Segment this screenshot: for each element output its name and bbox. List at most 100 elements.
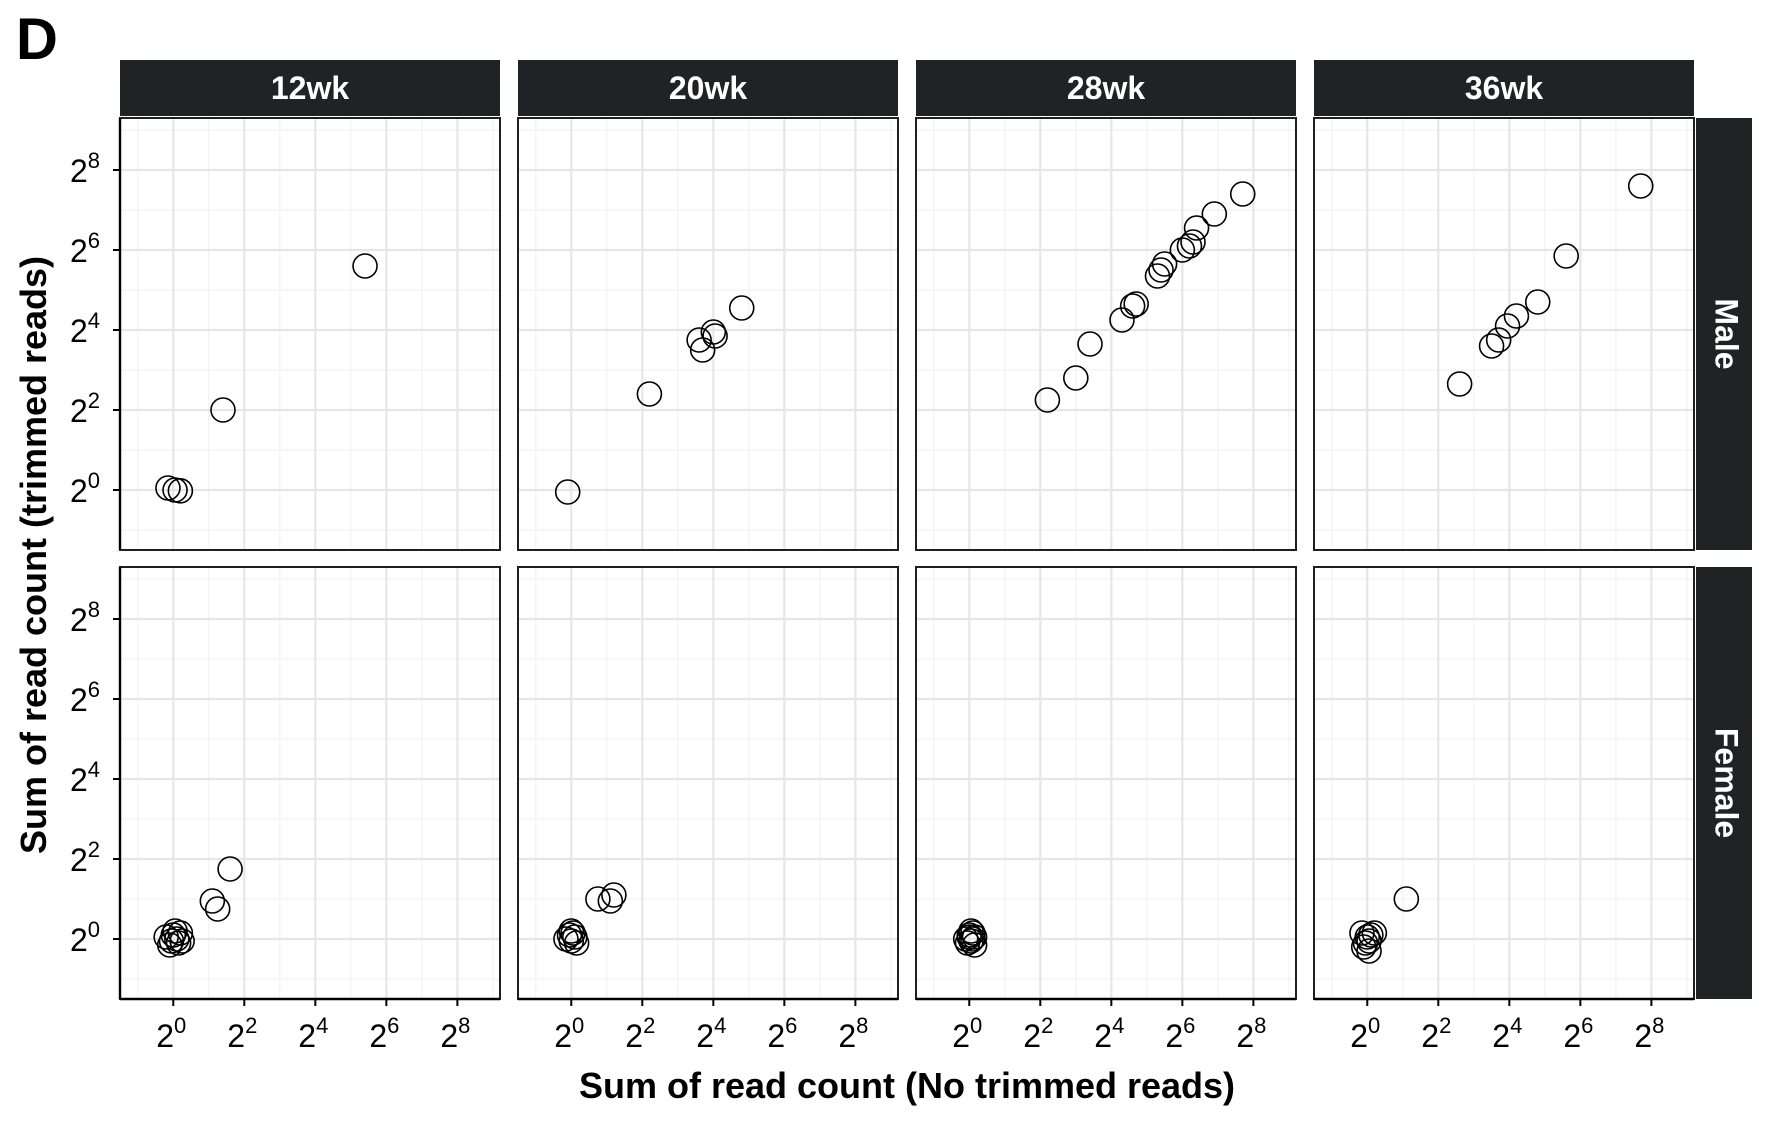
data-point bbox=[554, 479, 581, 505]
data-point bbox=[728, 295, 755, 321]
data-point bbox=[210, 397, 236, 423]
y-tick-label: 26 bbox=[70, 677, 100, 718]
x-tick-label: 28 bbox=[838, 1013, 868, 1054]
data-point bbox=[601, 882, 627, 908]
data-point bbox=[585, 886, 611, 912]
y-axis-title: Sum of read count (trimmed reads) bbox=[13, 256, 54, 854]
data-point bbox=[1349, 920, 1375, 946]
strip-12wk: 12wk bbox=[120, 60, 500, 116]
strip-label: 36wk bbox=[1465, 70, 1543, 106]
x-tick-label: 24 bbox=[1094, 1013, 1124, 1054]
data-point bbox=[1361, 920, 1388, 946]
strip-background bbox=[1696, 567, 1752, 999]
y-tick-label: 28 bbox=[70, 148, 100, 189]
data-point bbox=[1229, 181, 1256, 207]
y-tick-label: 26 bbox=[70, 228, 100, 269]
panels-layer bbox=[119, 117, 1695, 1000]
panel-female-28wk bbox=[915, 566, 1297, 1000]
x-tick-label: 20 bbox=[1350, 1013, 1380, 1054]
data-point bbox=[563, 930, 590, 956]
data-point bbox=[1034, 387, 1061, 413]
panel-female-36wk bbox=[1313, 566, 1695, 1000]
data-point bbox=[162, 918, 188, 944]
y-tick-label: 20 bbox=[70, 917, 100, 958]
data-point bbox=[217, 856, 243, 882]
data-point bbox=[1627, 173, 1654, 199]
x-tick-label: 28 bbox=[440, 1013, 470, 1054]
data-point bbox=[956, 924, 983, 950]
panel-background bbox=[120, 567, 500, 999]
x-tick-label: 20 bbox=[952, 1013, 982, 1054]
strip-background bbox=[518, 60, 898, 116]
data-point bbox=[1201, 201, 1228, 227]
data-point bbox=[1494, 313, 1521, 339]
data-point bbox=[352, 253, 378, 279]
x-tick-label: 26 bbox=[1165, 1013, 1195, 1054]
data-point bbox=[156, 932, 183, 958]
data-point bbox=[1354, 924, 1381, 950]
strip-background bbox=[1696, 118, 1752, 550]
strip-background bbox=[120, 60, 500, 116]
x-tick-label: 24 bbox=[1492, 1013, 1522, 1054]
panel-background bbox=[518, 567, 898, 999]
strip-label: 12wk bbox=[271, 70, 349, 106]
data-point bbox=[1358, 922, 1384, 948]
data-point bbox=[560, 920, 586, 946]
panel-female-20wk bbox=[517, 566, 899, 1000]
data-point bbox=[958, 928, 984, 954]
panel-letter: D bbox=[16, 7, 58, 72]
panel-border bbox=[517, 117, 899, 551]
data-point bbox=[1478, 333, 1505, 359]
data-point bbox=[1356, 938, 1382, 964]
data-point bbox=[700, 319, 727, 345]
y-axis-male: 20 22 24 26 28 bbox=[70, 118, 122, 550]
x-tick-label: 28 bbox=[1236, 1013, 1266, 1054]
panel-border bbox=[1313, 117, 1695, 551]
x-tick-label: 26 bbox=[1563, 1013, 1593, 1054]
data-point bbox=[1063, 365, 1089, 391]
data-point bbox=[1524, 289, 1551, 315]
data-point bbox=[1176, 233, 1203, 259]
y-tick-label: 22 bbox=[70, 388, 100, 429]
data-point bbox=[558, 918, 585, 944]
strip-label: 20wk bbox=[669, 70, 747, 106]
x-axis-12wk: 20 22 24 26 28 bbox=[120, 997, 500, 1054]
x-tick-label: 20 bbox=[156, 1013, 186, 1054]
panel-male-20wk bbox=[517, 117, 899, 551]
data-point bbox=[1123, 291, 1149, 317]
data-point bbox=[686, 327, 712, 353]
data-point bbox=[961, 924, 988, 950]
strip-female: Female bbox=[1696, 567, 1752, 999]
data-point bbox=[1180, 229, 1206, 255]
strip-label: Female bbox=[1709, 728, 1745, 838]
panel-background bbox=[1314, 118, 1694, 550]
data-point bbox=[1393, 886, 1420, 912]
panel-male-12wk bbox=[119, 117, 501, 551]
y-axis-female: 20 22 24 26 28 bbox=[70, 567, 122, 999]
data-point bbox=[1144, 263, 1171, 289]
data-point bbox=[1553, 243, 1579, 269]
strip-male: Male bbox=[1696, 118, 1752, 550]
strip-28wk: 28wk bbox=[916, 60, 1296, 116]
panel-background bbox=[120, 118, 500, 550]
y-tick-label: 24 bbox=[70, 757, 100, 798]
panel-background bbox=[916, 118, 1296, 550]
data-point bbox=[702, 323, 728, 349]
y-tick-label: 20 bbox=[70, 468, 100, 509]
data-point bbox=[165, 930, 192, 956]
strip-20wk: 20wk bbox=[518, 60, 898, 116]
strip-label: Male bbox=[1709, 298, 1745, 369]
strip-36wk: 36wk bbox=[1314, 60, 1694, 116]
data-point bbox=[1485, 327, 1512, 353]
data-point bbox=[597, 888, 624, 914]
strip-label: 28wk bbox=[1067, 70, 1145, 106]
x-axis-title: Sum of read count (No trimmed reads) bbox=[579, 1065, 1235, 1106]
panel-background bbox=[518, 118, 898, 550]
x-tick-label: 28 bbox=[1634, 1013, 1664, 1054]
x-tick-label: 22 bbox=[1023, 1013, 1053, 1054]
x-tick-label: 22 bbox=[1421, 1013, 1451, 1054]
data-point bbox=[1183, 215, 1210, 241]
x-tick-label: 20 bbox=[554, 1013, 584, 1054]
data-point bbox=[1151, 251, 1178, 277]
